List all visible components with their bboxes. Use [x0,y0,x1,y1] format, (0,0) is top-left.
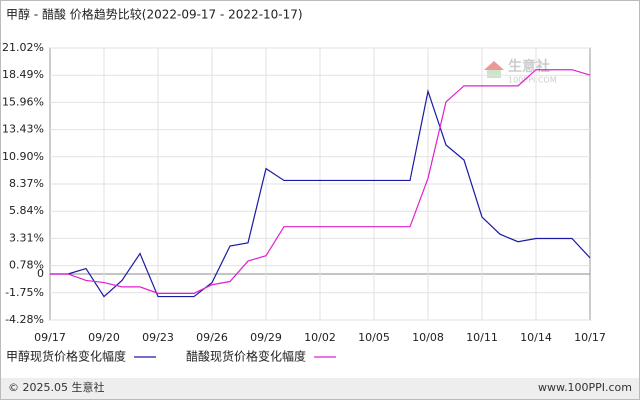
y-tick-label: -1.75% [5,286,44,299]
legend-label: 醋酸现货价格变化幅度 [186,349,306,364]
watermark: 生意社 100PPI.COM [484,58,557,85]
watermark-name: 生意社 [508,58,550,75]
x-tick-label: 10/05 [358,331,390,344]
y-tick-label: 18.49% [2,68,44,81]
y-tick-label: 13.43% [2,123,44,136]
y-tick-label: 21.02% [2,41,44,54]
y-tick-label: 0 [37,267,44,280]
watermark-icon-base [487,70,501,78]
y-tick-label: 0.78% [9,259,44,272]
footer-left: © 2025.05 生意社 [8,380,104,394]
y-tick-label: 15.96% [2,95,44,108]
y-tick-label: 8.37% [9,177,44,190]
x-tick-label: 09/26 [196,331,228,344]
x-tick-label: 10/14 [520,331,552,344]
x-tick-label: 10/08 [412,331,444,344]
watermark-icon [484,61,504,70]
x-tick-label: 09/20 [88,331,120,344]
footer-bar [1,378,639,399]
legend-label: 甲醇现货价格变化幅度 [6,349,126,364]
x-tick-label: 09/23 [142,331,174,344]
x-tick-label: 10/11 [466,331,498,344]
series-line [50,69,591,294]
chart-title: 甲醇 - 醋酸 价格趋势比较(2022-09-17 - 2022-10-17) [6,7,303,22]
y-tick-label: 3.31% [9,231,44,244]
series-line [50,88,591,298]
x-tick-label: 09/17 [34,331,66,344]
x-tick-label: 10/17 [574,331,606,344]
x-tick-label: 10/02 [304,331,336,344]
footer-right: www.100PPI.com [538,381,632,394]
y-tick-label: 5.84% [9,204,44,217]
x-tick-label: 09/29 [250,331,282,344]
y-tick-label: 10.90% [2,150,44,163]
watermark-site: 100PPI.COM [508,76,557,85]
y-tick-label: -4.28% [5,313,44,326]
